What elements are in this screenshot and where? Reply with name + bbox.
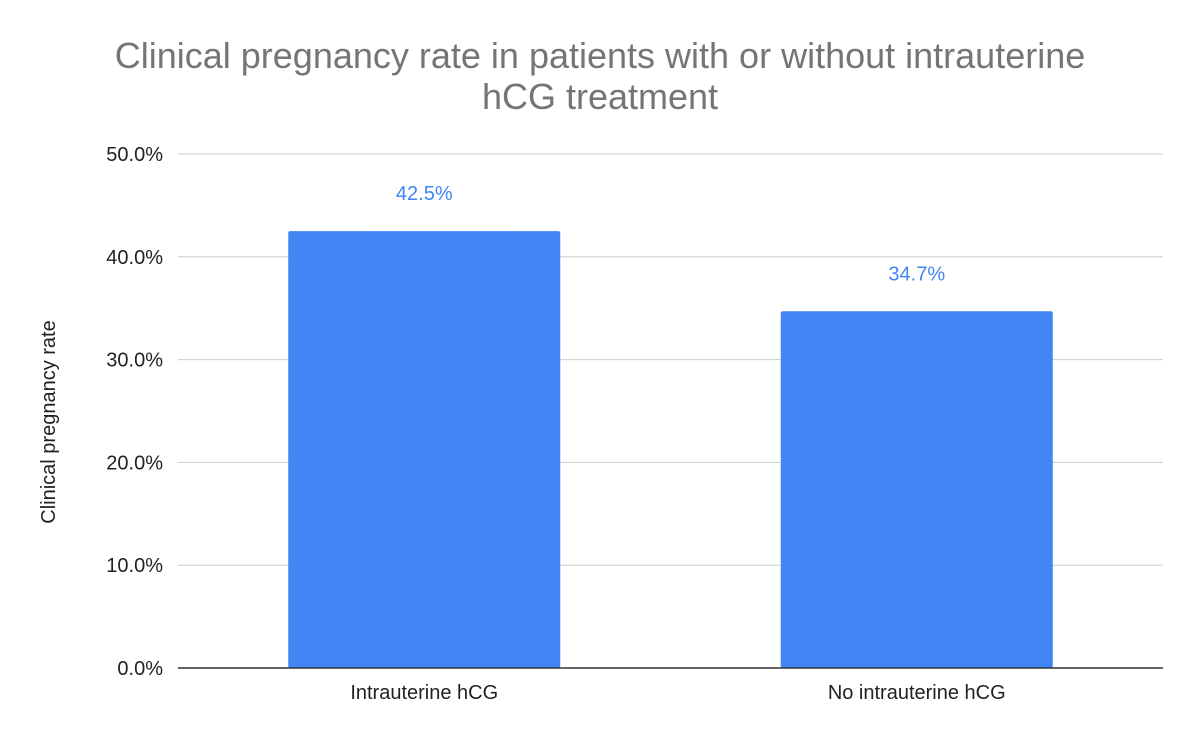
chart-title: Clinical pregnancy rate in patients with… — [115, 35, 1086, 117]
bar-data-label: 42.5% — [396, 183, 453, 205]
y-tick-label: 50.0% — [106, 144, 163, 166]
y-tick-label: 40.0% — [106, 247, 163, 269]
bar — [288, 231, 561, 668]
bar-data-label: 34.7% — [888, 263, 945, 285]
y-axis-title: Clinical pregnancy rate — [38, 320, 60, 523]
y-tick-label: 0.0% — [117, 658, 163, 680]
data-labels: 42.5% 34.7% — [396, 183, 945, 285]
chart-title-line-2: hCG treatment — [482, 76, 718, 117]
x-tick-label: Intrauterine hCG — [350, 682, 498, 704]
x-tick-label: No intrauterine hCG — [828, 682, 1006, 704]
y-tick-label: 20.0% — [106, 452, 163, 474]
x-axis-tick-labels: Intrauterine hCG No intrauterine hCG — [350, 682, 1005, 704]
y-axis-tick-labels: 0.0% 10.0% 20.0% 30.0% 40.0% 50.0% — [106, 144, 163, 680]
bars — [288, 231, 1053, 668]
chart-title-line-1: Clinical pregnancy rate in patients with… — [115, 35, 1086, 76]
y-tick-label: 30.0% — [106, 350, 163, 372]
bar — [780, 311, 1053, 668]
y-tick-label: 10.0% — [106, 555, 163, 577]
